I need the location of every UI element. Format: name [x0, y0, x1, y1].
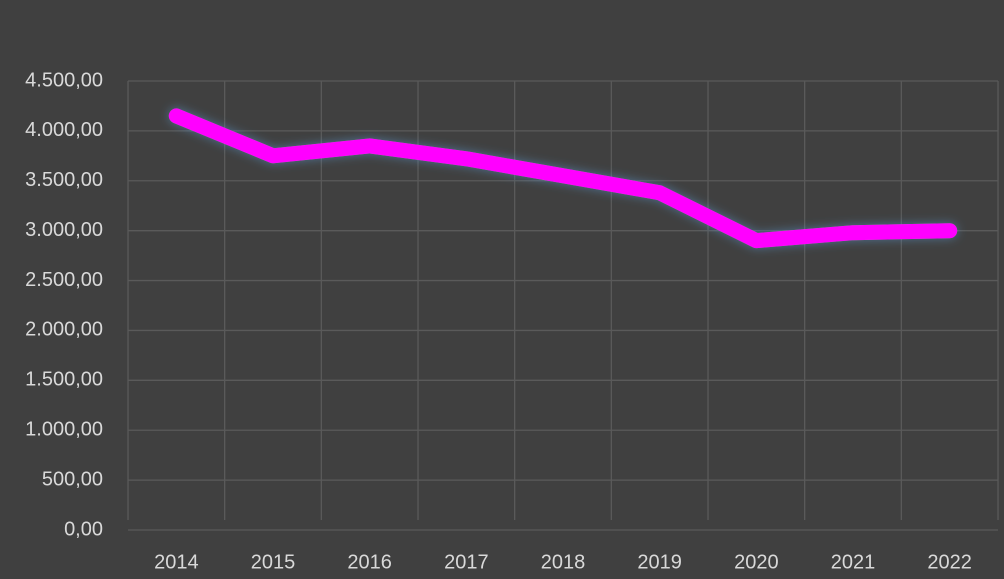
y-tick-label: 3.500,00 [25, 169, 103, 191]
x-tick-label: 2022 [927, 551, 972, 573]
y-tick-label: 2.500,00 [25, 269, 103, 291]
x-tick-label: 2015 [251, 551, 296, 573]
x-tick-label: 2021 [831, 551, 876, 573]
x-tick-label: 2016 [347, 551, 392, 573]
y-tick-label: 500,00 [42, 468, 103, 490]
data-line [168, 108, 958, 249]
y-tick-label: 4.500,00 [25, 69, 103, 91]
y-tick-label: 4.000,00 [25, 119, 103, 141]
y-tick-label: 1.000,00 [25, 419, 103, 441]
x-tick-label: 2017 [444, 551, 489, 573]
y-tick-label: 0,00 [64, 518, 103, 540]
x-tick-label: 2020 [734, 551, 779, 573]
x-tick-label: 2014 [154, 551, 199, 573]
x-tick-label: 2019 [637, 551, 682, 573]
x-tick-label: 2018 [541, 551, 586, 573]
y-tick-label: 2.000,00 [25, 319, 103, 341]
y-tick-label: 1.500,00 [25, 369, 103, 391]
y-tick-label: 3.000,00 [25, 219, 103, 241]
